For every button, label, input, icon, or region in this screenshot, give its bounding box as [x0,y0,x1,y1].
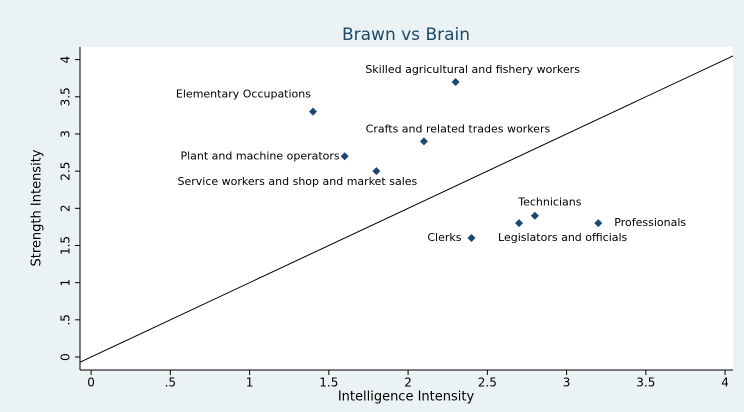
chart-title: Brawn vs Brain [342,25,470,45]
point [451,77,460,86]
point-label: Skilled agricultural and fishery workers [365,63,580,76]
point [340,152,349,161]
y-tick-label: 2 [59,204,73,212]
x-tick-label: .5 [165,376,176,390]
point-label: Clerks [427,231,461,244]
point-label: Plant and machine operators [180,149,339,162]
x-tick-label: 2.5 [478,376,497,390]
point-label: Service workers and shop and market sale… [178,175,418,188]
x-tick-label: 3 [563,376,571,390]
y-tick-label: 0 [59,353,73,361]
y-tick-label: 4 [59,56,73,64]
point [308,107,317,116]
y-axis-label: Strength Intensity [30,149,45,266]
x-tick-label: 4 [721,376,729,390]
x-tick-label: 1 [246,376,254,390]
point-label: Professionals [614,216,686,229]
x-tick-label: 0 [87,376,95,390]
point-label: Crafts and related trades workers [366,122,551,135]
y-tick-label: 1.5 [59,236,73,255]
point-label: Technicians [517,196,581,209]
point [419,137,428,146]
y-tick-label: 1 [59,279,73,287]
reference-line [79,55,734,363]
point [372,167,381,176]
y-tick-label: .5 [59,314,73,325]
point-label: Elementary Occupations [176,88,311,101]
point [467,234,476,243]
point [594,219,603,228]
x-tick-label: 1.5 [319,376,338,390]
x-axis-label: Intelligence Intensity [338,390,475,405]
point [515,219,524,228]
x-tick-label: 3.5 [636,376,655,390]
y-tick-label: 2.5 [59,162,73,181]
y-tick-label: 3 [59,130,73,138]
y-tick-label: 3.5 [59,87,73,106]
plot-area [80,47,733,370]
point-label: Legislators and officials [498,231,628,244]
x-tick-label: 2 [404,376,412,390]
point [530,211,539,220]
